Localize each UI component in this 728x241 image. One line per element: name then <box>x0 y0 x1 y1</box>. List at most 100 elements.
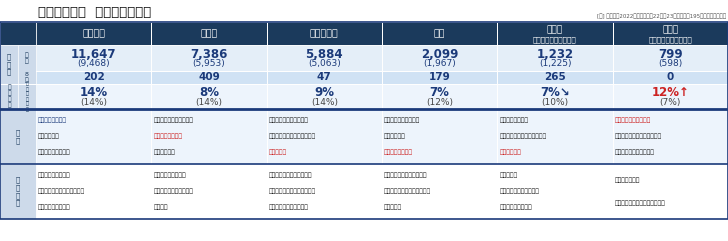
Bar <box>151 71 266 84</box>
Bar <box>382 71 497 84</box>
Text: 背
景: 背 景 <box>16 129 20 144</box>
Text: チルド麺・カップ麺: チルド麺・カップ麺 <box>38 205 71 210</box>
Bar <box>0 84 18 109</box>
Bar <box>151 22 266 45</box>
Text: 8%: 8% <box>199 86 219 99</box>
Bar <box>613 109 728 164</box>
Text: 265: 265 <box>544 73 566 82</box>
Text: だし製品: だし製品 <box>154 205 168 210</box>
Bar <box>266 164 382 219</box>
Bar <box>382 164 497 219</box>
Bar <box>613 71 728 84</box>
Text: 冷凍食品、水産缶詰: 冷凍食品、水産缶詰 <box>38 173 71 178</box>
Bar <box>497 164 613 219</box>
Text: 主な食品分野  価格改定の動向: 主な食品分野 価格改定の動向 <box>38 6 151 19</box>
Text: みそ・しょうゆ、香辛料: みそ・しょうゆ、香辛料 <box>154 189 193 194</box>
Text: 飼料価格高騰: 飼料価格高騰 <box>499 150 521 155</box>
Text: 5,884: 5,884 <box>306 48 343 60</box>
Text: (14%): (14%) <box>80 98 107 107</box>
Text: 小麦粉製品、プレミックス製品: 小麦粉製品、プレミックス製品 <box>614 200 665 206</box>
Text: 発泡酒・新ジャンル・日本酒: 発泡酒・新ジャンル・日本酒 <box>269 189 316 194</box>
Bar <box>0 45 18 84</box>
Text: 7,386: 7,386 <box>190 48 228 60</box>
Bar <box>151 45 266 71</box>
Text: （牛乳・ヨーグルト）: （牛乳・ヨーグルト） <box>533 36 577 43</box>
Text: 7%: 7% <box>430 86 450 99</box>
Text: ゼリー製品: ゼリー製品 <box>384 205 402 210</box>
Bar <box>151 84 266 109</box>
Text: (1,967): (1,967) <box>423 59 456 68</box>
Bar <box>613 22 728 45</box>
Text: 酒類・飲料: 酒類・飲料 <box>310 29 339 38</box>
Bar <box>36 109 151 164</box>
Text: エナジードリンク・豆乳: エナジードリンク・豆乳 <box>269 205 309 210</box>
Bar <box>0 22 36 45</box>
Bar <box>18 84 36 109</box>
Bar <box>613 164 728 219</box>
Text: 11,647: 11,647 <box>71 48 116 60</box>
Text: 物流費の上昇: 物流費の上昇 <box>38 134 60 139</box>
Text: ソース、ケチャップ: ソース、ケチャップ <box>154 173 186 178</box>
Text: 値
上
げ
率: 値 上 げ 率 <box>7 85 11 108</box>
Text: 菓子: 菓子 <box>434 29 446 38</box>
Bar <box>497 71 613 84</box>
Text: (598): (598) <box>658 59 682 68</box>
Text: 包装資材費の上昇: 包装資材費の上昇 <box>384 150 413 155</box>
Text: 包装資材費の上昇: 包装資材費の上昇 <box>38 118 67 123</box>
Text: 409: 409 <box>198 73 220 82</box>
Text: 材費の上昇: 材費の上昇 <box>269 150 287 155</box>
Text: 12%↑: 12%↑ <box>652 86 689 99</box>
Text: 電気・ガス代の上昇: 電気・ガス代の上昇 <box>38 150 71 155</box>
Text: [注] （）内は2022年の実績値、22年・23年ともに計195社の値上げ品目数: [注] （）内は2022年の実績値、22年・23年ともに計195社の値上げ品目数 <box>597 13 726 19</box>
Text: 乳幼児用粉ミルク類: 乳幼児用粉ミルク類 <box>499 205 532 210</box>
Text: オリーブオイル: オリーブオイル <box>614 177 640 183</box>
Text: オリーブオイルの不作: オリーブオイルの不作 <box>614 118 651 123</box>
Bar <box>36 22 151 45</box>
Text: １
品
目
当
た
り: １ 品 目 当 た り <box>25 81 28 112</box>
Text: 品
目
数: 品 目 数 <box>7 54 11 75</box>
Bar <box>266 84 382 109</box>
Text: （小麦粉・砂糖など）: （小麦粉・砂糖など） <box>649 36 692 43</box>
Text: 8
月: 8 月 <box>25 72 29 83</box>
Text: 円安による輸入コスト増: 円安による輸入コスト増 <box>269 118 309 123</box>
Text: (5,063): (5,063) <box>308 59 341 68</box>
Text: 年
間: 年 間 <box>25 52 29 64</box>
Text: ヨーグルト・乳酸菌飲料: ヨーグルト・乳酸菌飲料 <box>499 189 539 194</box>
Text: 主
な
食
品: 主 な 食 品 <box>16 177 20 206</box>
Text: 運送費の上昇: 運送費の上昇 <box>154 150 175 155</box>
Bar <box>0 22 728 219</box>
Text: (12%): (12%) <box>426 98 453 107</box>
Bar <box>613 45 728 71</box>
Bar <box>151 109 266 164</box>
Text: 0: 0 <box>667 73 674 82</box>
Text: 2,099: 2,099 <box>421 48 459 60</box>
Bar <box>0 164 36 219</box>
Text: 原材料: 原材料 <box>662 26 678 34</box>
Bar <box>266 109 382 164</box>
Bar <box>18 45 36 84</box>
Bar <box>36 45 151 71</box>
Bar <box>36 164 151 219</box>
Text: (10%): (10%) <box>542 98 569 107</box>
Text: スナック・チョコレート菓子: スナック・チョコレート菓子 <box>384 189 431 194</box>
Text: 14%: 14% <box>79 86 108 99</box>
Bar <box>497 84 613 109</box>
Text: 調味料: 調味料 <box>200 29 218 38</box>
Text: 加工食品: 加工食品 <box>82 29 105 38</box>
Text: 物流費の上昇: 物流費の上昇 <box>384 134 405 139</box>
Text: (14%): (14%) <box>311 98 338 107</box>
Text: 799: 799 <box>658 48 683 60</box>
Text: シリアル食品、パックごはん: シリアル食品、パックごはん <box>38 189 85 194</box>
Text: カカオ原料の価格高騰: カカオ原料の価格高騰 <box>384 118 420 123</box>
Text: 米菓、アイスクリーム製品: 米菓、アイスクリーム製品 <box>384 173 427 178</box>
Text: (7%): (7%) <box>660 98 681 107</box>
Text: 円安による輸入コスト増: 円安による輸入コスト増 <box>614 150 654 155</box>
Bar <box>266 22 382 45</box>
Text: (9,468): (9,468) <box>77 59 110 68</box>
Bar <box>497 22 613 45</box>
Bar <box>266 45 382 71</box>
Text: パック牛乳: パック牛乳 <box>499 173 518 178</box>
Text: 缶・ペットボトルなど包装資: 缶・ペットボトルなど包装資 <box>269 134 316 139</box>
Text: 179: 179 <box>429 73 451 82</box>
Text: 9%: 9% <box>314 86 334 99</box>
